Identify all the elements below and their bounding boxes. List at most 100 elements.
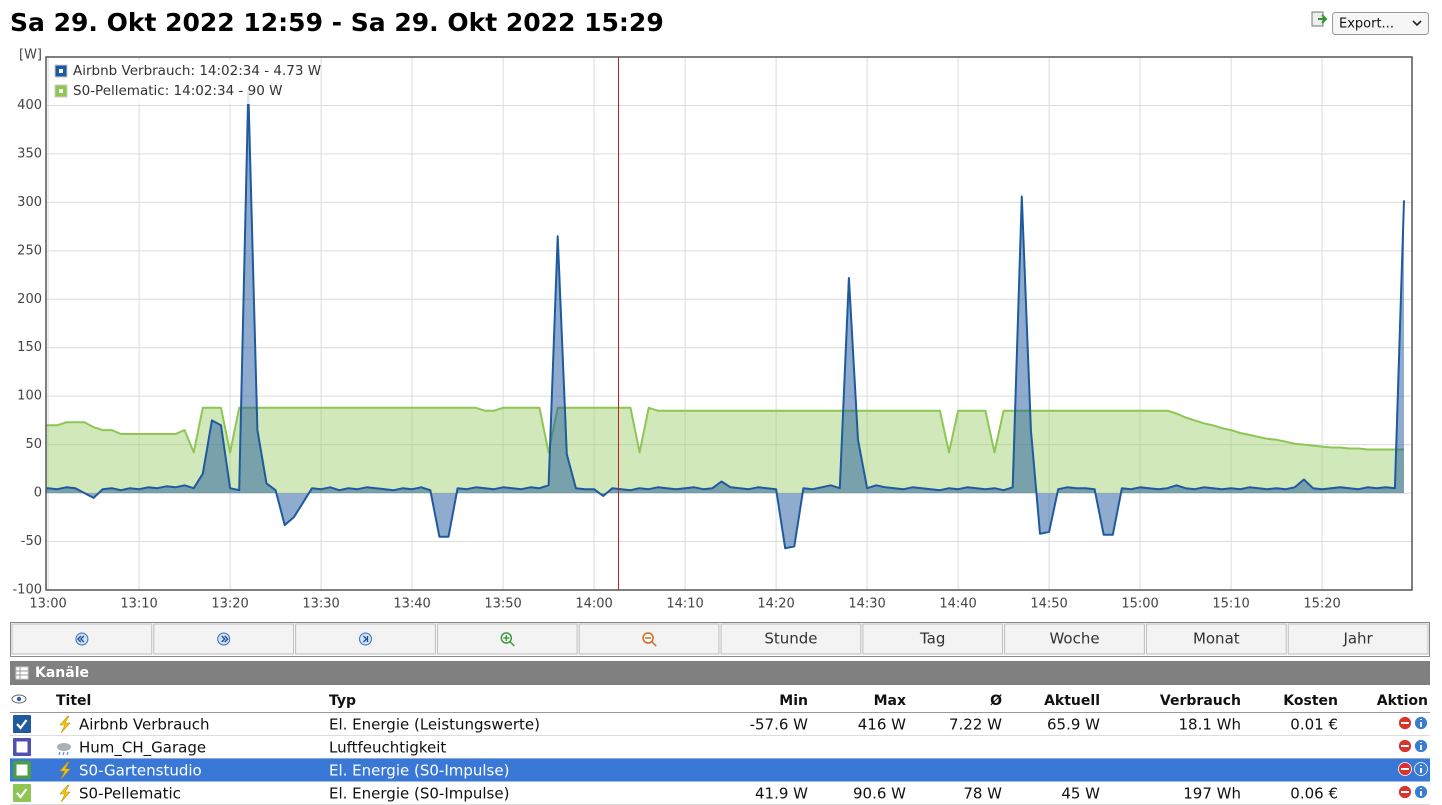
cell-max: 416 W [858, 716, 906, 734]
cell-type: Luftfeuchtigkeit [329, 739, 446, 757]
nav-button-label[interactable]: Stunde [764, 630, 817, 648]
y-tick-label: 400 [17, 98, 42, 113]
channel-icon [59, 761, 71, 780]
cell-title: Airbnb Verbrauch [79, 716, 210, 734]
series-line [46, 406, 1404, 454]
nav-icon-handle[interactable] [645, 637, 657, 647]
navigation-bar: Stunde Tag Woche Monat Jahr [10, 622, 1430, 657]
nav-icon-arrow[interactable] [363, 635, 369, 643]
channel-row[interactable]: S0-Gartenstudio El. Energie (S0-Impulse) [10, 758, 1430, 782]
column-header: Titel [56, 693, 91, 709]
cell-current: 65.9 W [1047, 716, 1100, 734]
nav-button-bg[interactable] [862, 623, 1004, 655]
nav-button[interactable]: Jahr [1287, 623, 1429, 655]
x-tick-label: 13:50 [484, 597, 521, 612]
nav-button[interactable]: Monat [1145, 623, 1287, 655]
cell-min: 41.9 W [755, 785, 808, 803]
nav-button-label[interactable]: Jahr [1342, 630, 1373, 648]
legend-swatch-dot [59, 89, 63, 93]
y-axis-label: [W] [19, 48, 42, 63]
nav-button-bg[interactable] [1287, 623, 1429, 655]
plot-frame [45, 56, 1413, 591]
y-tick-label: 100 [17, 389, 42, 404]
export-select[interactable]: Export... [1332, 12, 1429, 35]
x-tick-label: 14:00 [575, 597, 612, 612]
channel-row[interactable]: Airbnb Verbrauch El. Energie (Leistungswe… [10, 715, 1430, 736]
x-tick-label: 13:10 [120, 597, 157, 612]
nav-icon-arrow[interactable] [76, 635, 85, 643]
legend-label: S0-Pellematic: 14:02:34 - 90 W [73, 83, 282, 99]
nav-button[interactable] [11, 623, 153, 655]
checkbox-inner[interactable] [16, 764, 28, 776]
column-header: Verbrauch [1160, 693, 1241, 709]
channel-icon [59, 784, 71, 803]
channel-icon [57, 743, 71, 751]
nav-button[interactable] [436, 623, 578, 655]
nav-icon[interactable] [75, 632, 89, 646]
y-tick-label: 0 [34, 486, 42, 501]
nav-button[interactable] [578, 623, 720, 655]
channel-checkbox[interactable] [13, 715, 31, 733]
nav-icon[interactable] [359, 632, 372, 646]
channels-bar: Kanäle [10, 661, 1430, 685]
nav-button-label[interactable]: Tag [919, 630, 945, 648]
nav-button-label[interactable]: Monat [1193, 630, 1240, 648]
column-header: Kosten [1283, 693, 1338, 709]
column-header: Typ [329, 693, 356, 709]
channels-title: Kanäle [35, 665, 89, 681]
checkbox-check[interactable] [16, 788, 28, 799]
cell-avg: 78 W [963, 785, 1002, 803]
nav-button-bg[interactable] [720, 623, 862, 655]
cell-avg: 7.22 W [949, 716, 1002, 734]
series-line [46, 88, 1405, 550]
nav-button-label[interactable]: Woche [1049, 630, 1099, 648]
nav-button[interactable] [153, 623, 295, 655]
channel-icon-drops [58, 751, 69, 756]
x-tick-label: 14:50 [1030, 597, 1067, 612]
checkbox-check[interactable] [16, 719, 28, 730]
x-tick-label: 15:20 [1303, 597, 1340, 612]
column-header: Min [779, 693, 808, 709]
column-header: Ø [990, 693, 1002, 709]
channels-table: Titel Typ Min Max Ø Aktuell Verbrauch Kosten Akt… [10, 693, 1430, 805]
legend: Airbnb Verbrauch: 14:02:34 - 4.73 W S0-Pe… [50, 60, 321, 104]
cell-cost: 0.01 € [1290, 716, 1338, 734]
export-label[interactable]: Export... [1339, 17, 1394, 32]
plot-area [46, 57, 1412, 590]
x-tick-label: 14:30 [848, 597, 885, 612]
channel-icon [59, 715, 71, 734]
x-tick-label: 13:30 [302, 597, 339, 612]
channel-row[interactable]: S0-Pellematic El. Energie (S0-Impulse) 41.… [10, 784, 1430, 805]
x-tick-label: 13:20 [211, 597, 248, 612]
nav-button[interactable] [295, 623, 436, 655]
nav-button-bg[interactable] [1145, 623, 1287, 655]
y-tick-label: 150 [17, 340, 42, 355]
channel-row[interactable]: Hum_CH_Garage Luftfeuchtigkeit [10, 738, 1430, 759]
x-tick-label: 14:40 [939, 597, 976, 612]
cell-consumption: 197 Wh [1183, 785, 1241, 803]
series-area [46, 407, 1404, 494]
row-highlight[interactable] [10, 758, 1430, 782]
nav-button[interactable]: Stunde [720, 623, 862, 655]
nav-button[interactable]: Tag [862, 623, 1004, 655]
cell-min: -57.6 W [750, 716, 809, 734]
x-tick-label: 15:10 [1212, 597, 1249, 612]
nav-icon[interactable] [217, 632, 231, 646]
checkbox-inner[interactable] [16, 741, 28, 753]
visibility-icon-pupil [16, 696, 22, 702]
y-tick-label: -50 [21, 534, 42, 549]
nav-button[interactable]: Woche [1004, 623, 1145, 655]
cell-type: El. Energie (Leistungswerte) [329, 716, 540, 734]
nav-icon-handle[interactable] [503, 635, 515, 647]
export-icon [1311, 11, 1328, 27]
nav-button-bg[interactable] [1004, 623, 1145, 655]
cell-current: 45 W [1061, 785, 1100, 803]
cell-title: Hum_CH_Garage [79, 739, 206, 758]
y-tick-label: -100 [12, 583, 42, 598]
nav-icon-arrow[interactable] [221, 635, 229, 643]
cell-cost: 0.06 € [1290, 785, 1338, 803]
chart: -100 -50 0 50 100 150 200 250 300 350 400 13:00 13:1… [12, 48, 1413, 612]
channel-checkbox[interactable] [13, 784, 31, 802]
